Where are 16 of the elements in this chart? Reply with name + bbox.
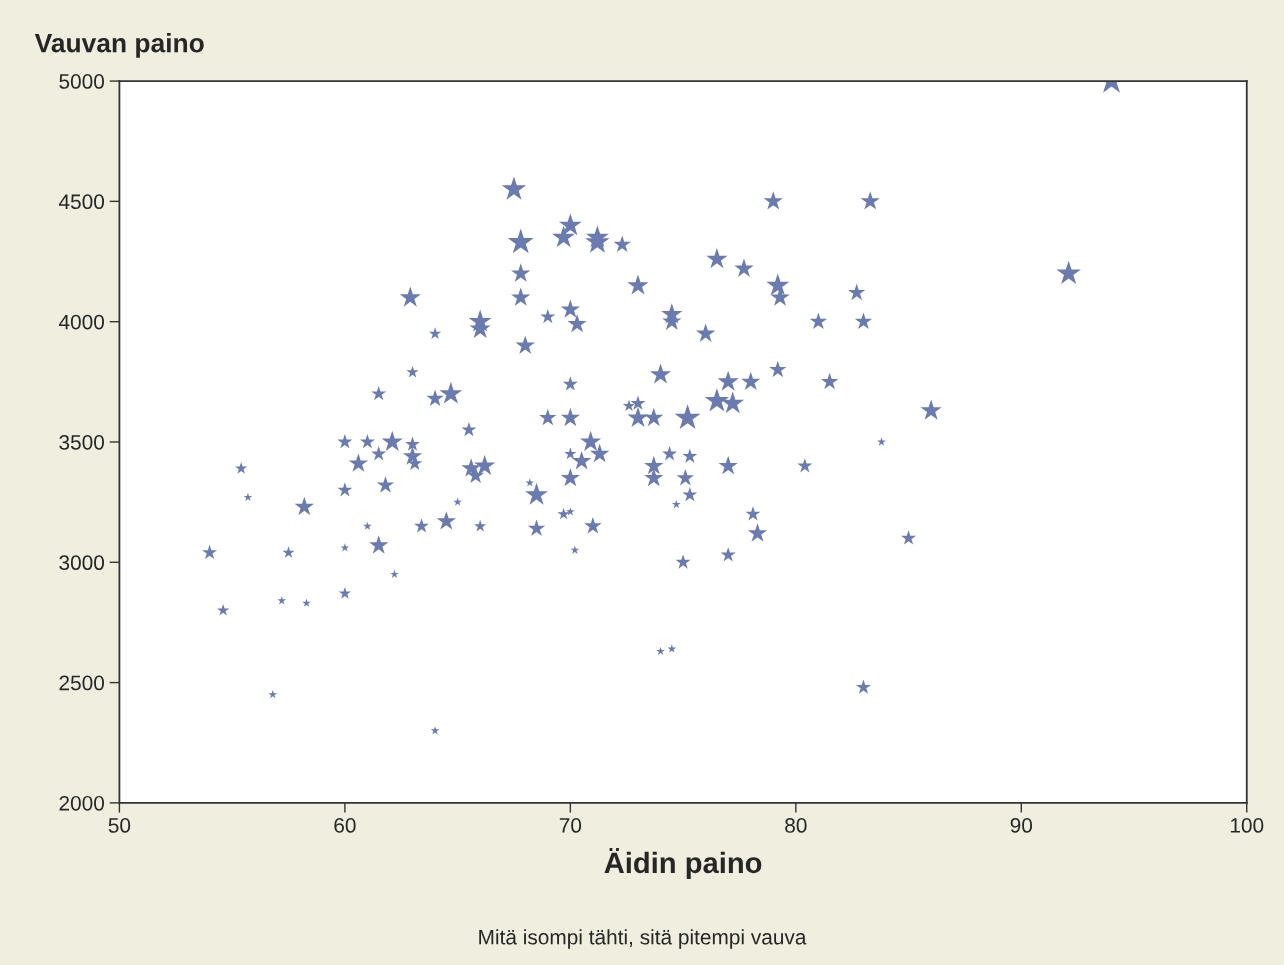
x-tick-label: 90 <box>1010 818 1033 833</box>
y-tick-label: 3500 <box>59 434 105 450</box>
x-tick-label: 70 <box>559 818 582 833</box>
y-tick-label: 4500 <box>58 194 105 210</box>
y-tick-label: 4000 <box>58 314 105 330</box>
y-axis-title: Vauvan paino <box>34 33 204 58</box>
x-tick-label: 100 <box>1230 818 1264 833</box>
y-tick-label: 2000 <box>59 795 105 811</box>
x-tick-label: 80 <box>785 818 807 833</box>
x-tick-label: 60 <box>334 818 356 833</box>
y-tick-label: 2500 <box>59 675 105 691</box>
x-axis-title: Äidin paino <box>604 847 762 879</box>
text: Mitä isompi tähti, sitä pitempi vauva <box>479 929 807 949</box>
y-tick-label: 5000 <box>59 74 105 89</box>
x-tick-label: 50 <box>108 818 131 833</box>
y-tick-label: 3000 <box>59 555 105 571</box>
